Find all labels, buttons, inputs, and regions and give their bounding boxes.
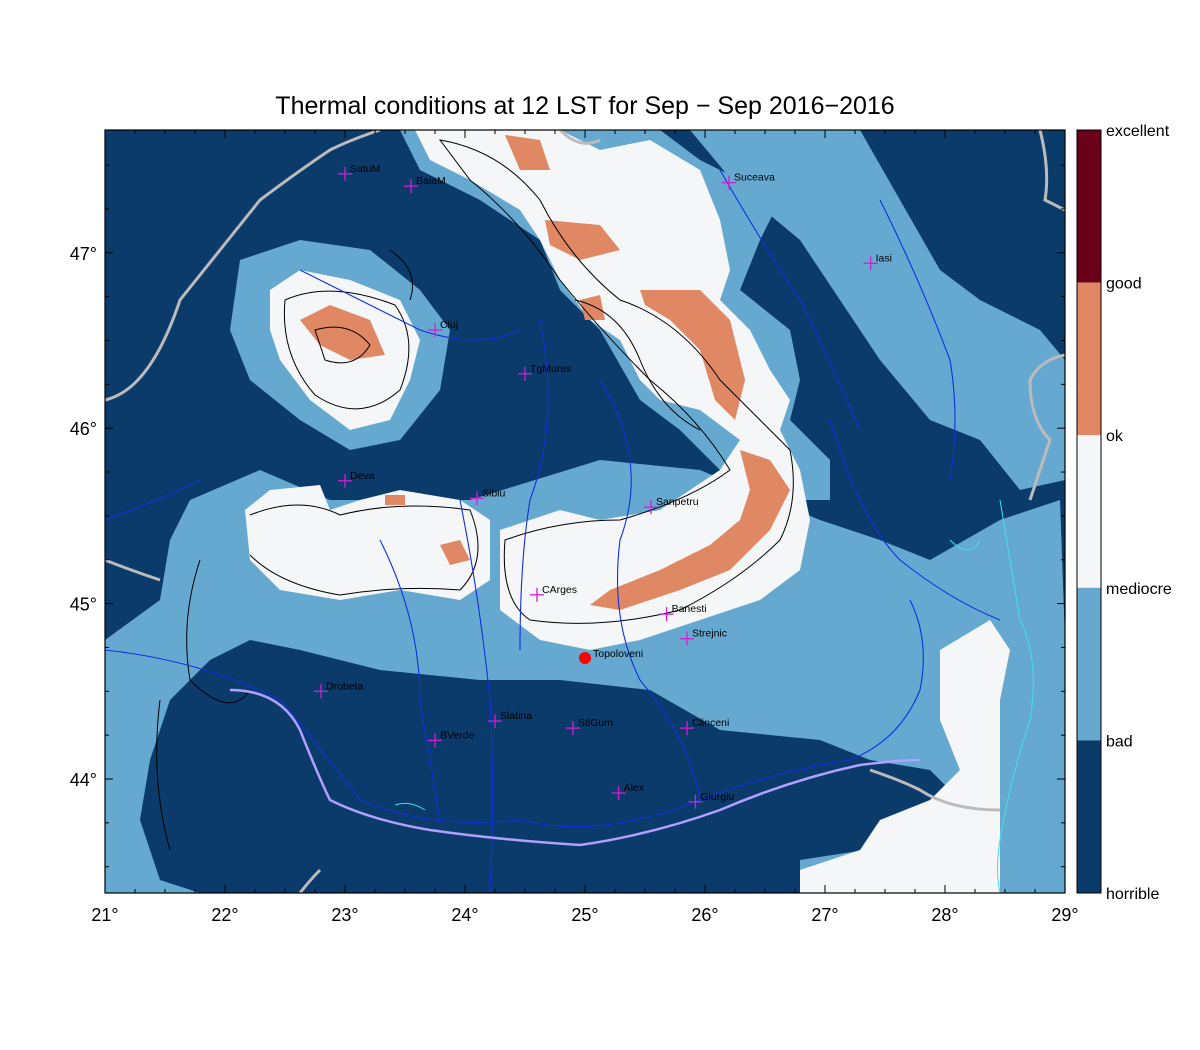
ok-zone-8 xyxy=(580,295,605,320)
legend-label: horrible xyxy=(1106,886,1159,903)
mediocre-zone-dobrogea xyxy=(800,620,1010,893)
legend: excellent good ok mediocre bad horrible xyxy=(1076,123,1172,903)
city-label: TgMures xyxy=(530,363,571,375)
city-label: CArges xyxy=(542,584,577,596)
ok-zone-5 xyxy=(590,450,790,610)
city-label: StlGum xyxy=(578,717,613,729)
ok-zone-1 xyxy=(300,305,385,360)
lon-tick-label: 28° xyxy=(931,905,958,925)
city-label: Giurgiu xyxy=(700,791,734,803)
coastline xyxy=(394,499,1034,893)
city-label: Cluj xyxy=(440,319,458,331)
rivers xyxy=(105,169,1001,893)
lon-tick-label: 25° xyxy=(571,905,598,925)
ok-zone-7 xyxy=(385,495,405,505)
mediocre-zone-carpathians-east xyxy=(415,130,810,650)
city-label: BaiaM xyxy=(416,175,446,187)
city-label: Alex xyxy=(624,782,645,794)
danube-river xyxy=(229,688,921,847)
legend-swatch-ok xyxy=(1077,282,1101,436)
legend-swatch-horrible xyxy=(1077,740,1101,893)
city-label: Strejnic xyxy=(692,628,727,640)
lat-tick-label: 45° xyxy=(70,595,97,615)
legend-frame xyxy=(1076,129,1102,894)
mediocre-zone-southern-carpathians xyxy=(245,485,490,600)
legend-label: bad xyxy=(1106,733,1133,750)
city-label: Drobeta xyxy=(326,680,364,692)
highlight-point xyxy=(579,651,591,664)
city-label: Sanpetru xyxy=(656,496,699,508)
ok-zone-6 xyxy=(440,540,470,565)
page-title: Thermal conditions at 12 LST for Sep − S… xyxy=(275,92,895,120)
lat-tick-label: 47° xyxy=(70,244,97,264)
city-label: Suceava xyxy=(734,172,775,184)
city-label: Slatina xyxy=(500,710,532,722)
city-markers: SatuM BaiaM Suceava Iasi Cluj TgMures Deva Sibi… xyxy=(314,163,892,809)
highlight-label: Topoloveni xyxy=(593,648,643,660)
lat-tick-label: 44° xyxy=(70,770,97,790)
lon-tick-label: 26° xyxy=(691,905,718,925)
city-label: BVerde xyxy=(440,729,475,741)
lon-tick-label: 21° xyxy=(91,905,118,925)
legend-label: excellent xyxy=(1106,123,1170,140)
legend-swatch-bad xyxy=(1077,587,1101,741)
legend-label: good xyxy=(1106,276,1142,293)
legend-swatch-mediocre xyxy=(1077,435,1101,588)
map-canvas xyxy=(105,130,1065,893)
lat-tick-label: 46° xyxy=(70,419,97,439)
lon-tick-label: 29° xyxy=(1051,905,1078,925)
lon-tick-label: 27° xyxy=(811,905,838,925)
lon-tick-label: 24° xyxy=(451,905,478,925)
axis-ticks: 21° 22° 23° 24° 25° 26° 27° 28° 29° 47° 46° 45° 44° xyxy=(70,130,1079,925)
ok-zone-3 xyxy=(505,135,550,170)
city-label: Deva xyxy=(350,470,375,482)
legend-label: ok xyxy=(1106,428,1124,445)
city-label: Banesti xyxy=(672,603,707,615)
lon-tick-label: 22° xyxy=(211,905,238,925)
city-label: SatuM xyxy=(350,163,380,175)
terrain-contours xyxy=(156,139,794,851)
city-label: Clinceni xyxy=(692,717,729,729)
ok-zone-2 xyxy=(545,220,620,260)
legend-swatch-good xyxy=(1077,130,1101,283)
bad-zone-east xyxy=(690,130,1065,490)
city-label: Sibiu xyxy=(482,487,506,499)
city-label: Iasi xyxy=(876,252,892,264)
lon-tick-label: 23° xyxy=(331,905,358,925)
ok-zone-4 xyxy=(640,290,745,420)
legend-label: mediocre xyxy=(1106,581,1172,598)
country-borders xyxy=(105,130,1065,893)
